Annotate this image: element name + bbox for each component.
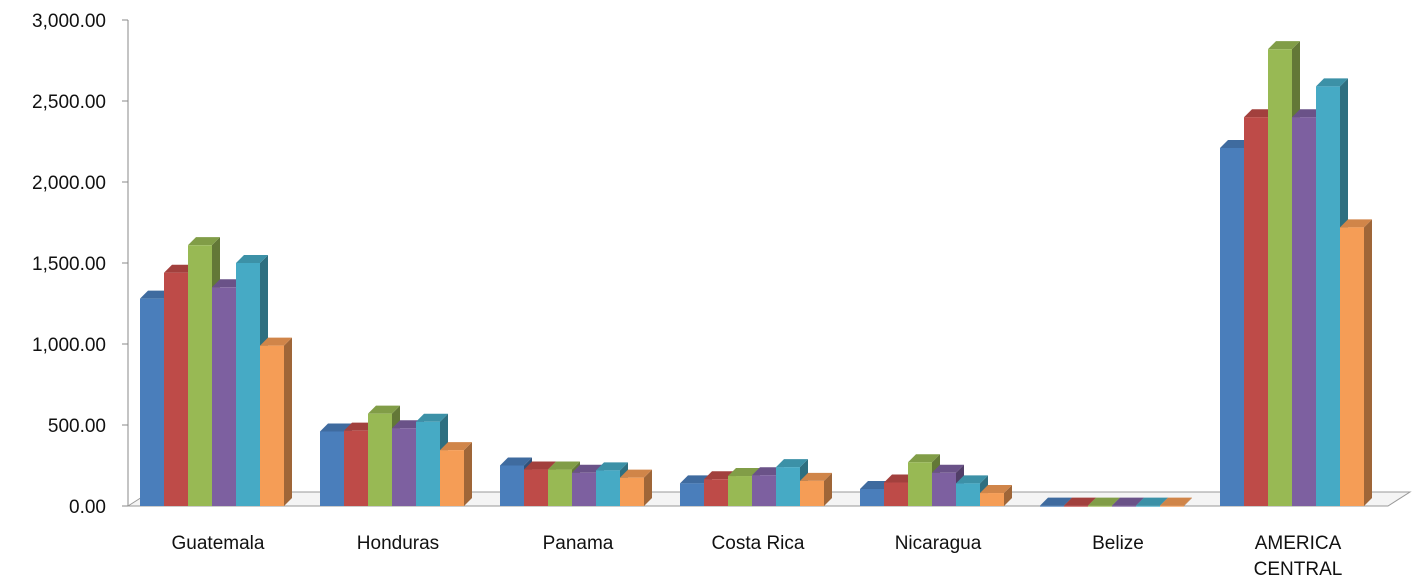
bar	[260, 338, 292, 506]
y-tick-label: 1,500.00	[32, 254, 106, 275]
x-tick-label: Honduras	[357, 533, 439, 554]
chart-bars	[140, 41, 1372, 507]
y-tick-label: 2,000.00	[32, 173, 106, 194]
x-tick-label: Belize	[1092, 533, 1144, 554]
y-tick-label: 500.00	[48, 416, 106, 437]
x-tick-label: Nicaragua	[895, 533, 982, 554]
bar	[1340, 219, 1372, 506]
y-tick-label: 0.00	[69, 497, 106, 518]
bar	[440, 442, 472, 506]
y-tick-label: 3,000.00	[32, 11, 106, 32]
y-tick-label: 1,000.00	[32, 335, 106, 356]
x-tick-label: Panama	[543, 533, 614, 554]
x-axis-labels: Guatemala Honduras Panama Costa Rica Nicarag…	[172, 533, 1343, 580]
y-axis-ticks: 0.00 500.00 1,000.00 1,500.00 2,000.00 2,500.…	[32, 11, 128, 518]
x-tick-label: AMERICA CENTRAL	[1254, 533, 1343, 580]
bar	[620, 470, 652, 506]
x-tick-label: Costa Rica	[712, 533, 805, 554]
y-tick-label: 2,500.00	[32, 92, 106, 113]
x-tick-label: Guatemala	[172, 533, 265, 554]
bar	[800, 473, 832, 506]
